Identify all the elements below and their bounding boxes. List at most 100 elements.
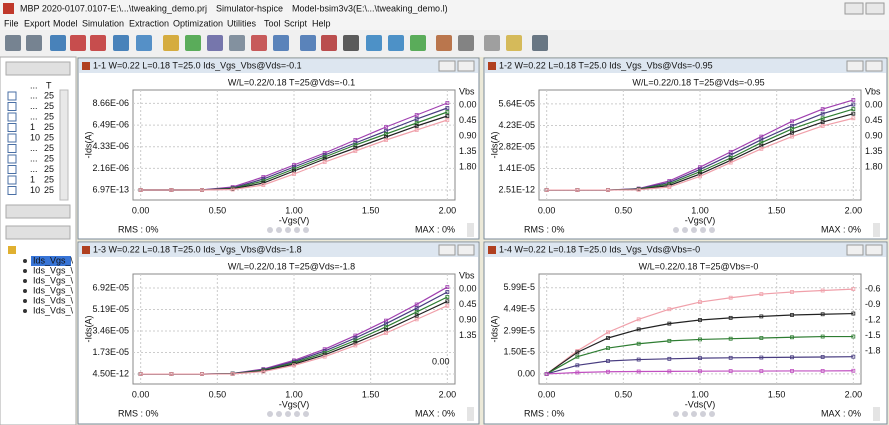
toolbar-button[interactable] bbox=[366, 35, 382, 51]
minimize-button[interactable] bbox=[438, 60, 456, 72]
toolbar-button[interactable] bbox=[410, 35, 426, 51]
tree-item[interactable]: Ids_Vgs_\ bbox=[33, 285, 74, 295]
toolbar-button[interactable] bbox=[50, 35, 66, 51]
data-point bbox=[353, 333, 358, 338]
toolbar-button[interactable] bbox=[113, 35, 129, 51]
scroll-button[interactable] bbox=[873, 407, 880, 421]
nav-button[interactable] bbox=[691, 411, 697, 417]
scroll-button[interactable] bbox=[467, 223, 474, 237]
restore-button[interactable] bbox=[457, 60, 475, 72]
toolbar-button[interactable] bbox=[273, 35, 289, 51]
restore-button[interactable] bbox=[865, 244, 883, 256]
nav-button[interactable] bbox=[682, 227, 688, 233]
row-checkbox[interactable] bbox=[7, 133, 17, 143]
toolbar-button[interactable] bbox=[5, 35, 21, 51]
restore-button[interactable] bbox=[865, 60, 883, 72]
menu-item[interactable]: Optimization bbox=[173, 18, 223, 28]
menu-item[interactable]: Script bbox=[284, 18, 308, 28]
toolbar-button[interactable] bbox=[229, 35, 245, 51]
data-point bbox=[575, 354, 580, 359]
plot-subtitle: W/L=0.22/0.18 T=25@Vds=-0.1 bbox=[228, 77, 355, 87]
minimize-button[interactable] bbox=[846, 244, 864, 256]
minimize-button[interactable] bbox=[846, 60, 864, 72]
tree-item[interactable]: Ids_Vgs_\ bbox=[33, 275, 74, 285]
nav-button[interactable] bbox=[285, 227, 291, 233]
restore-button[interactable] bbox=[865, 2, 885, 15]
menu-item[interactable]: Model bbox=[53, 18, 78, 28]
row-checkbox[interactable] bbox=[7, 123, 17, 132]
menu-item[interactable]: Export bbox=[24, 18, 51, 28]
nav-button[interactable] bbox=[276, 227, 282, 233]
row-checkbox[interactable] bbox=[7, 112, 17, 122]
data-point bbox=[820, 355, 825, 359]
menu-item[interactable]: File bbox=[4, 18, 19, 28]
nav-button[interactable] bbox=[682, 411, 688, 417]
tree-item[interactable]: Ids_Vgs_\ bbox=[33, 255, 74, 265]
toolbar-button[interactable] bbox=[251, 35, 267, 51]
minimize-button[interactable] bbox=[438, 244, 456, 256]
nav-button[interactable] bbox=[294, 227, 300, 233]
menu-item[interactable]: Extraction bbox=[129, 18, 169, 28]
toolbar-button[interactable] bbox=[321, 35, 337, 51]
toolbar-button[interactable] bbox=[343, 35, 359, 51]
menu-item[interactable]: Simulation bbox=[82, 18, 124, 28]
toolbar-button[interactable] bbox=[484, 35, 500, 51]
nav-button[interactable] bbox=[700, 411, 706, 417]
scroll-button[interactable] bbox=[467, 407, 474, 421]
nav-button[interactable] bbox=[673, 411, 679, 417]
nav-button[interactable] bbox=[267, 411, 273, 417]
nav-button[interactable] bbox=[276, 411, 282, 417]
toolbar-button[interactable] bbox=[90, 35, 106, 51]
legend-entry: 0.45 bbox=[459, 299, 477, 309]
row-checkbox[interactable] bbox=[7, 91, 17, 101]
data-point bbox=[851, 354, 856, 359]
toolbar-button[interactable] bbox=[70, 35, 86, 51]
toolbar-button[interactable] bbox=[436, 35, 452, 51]
tree-item[interactable]: Ids_Vds_\ bbox=[33, 305, 74, 315]
scroll-button[interactable] bbox=[873, 223, 880, 237]
nav-button[interactable] bbox=[673, 227, 679, 233]
nav-button[interactable] bbox=[294, 411, 300, 417]
toolbar-button[interactable] bbox=[506, 35, 522, 51]
toolbar-button[interactable] bbox=[532, 35, 548, 51]
toolbar-button[interactable] bbox=[458, 35, 474, 51]
menu-item[interactable]: Tool bbox=[264, 18, 281, 28]
row-cell: 25 bbox=[44, 174, 54, 184]
legend-entry: 0.45 bbox=[865, 115, 883, 125]
nav-button[interactable] bbox=[267, 227, 273, 233]
toolbar-button[interactable] bbox=[388, 35, 404, 51]
row-checkbox[interactable] bbox=[7, 154, 17, 164]
nav-button[interactable] bbox=[709, 227, 715, 233]
row-checkbox[interactable] bbox=[7, 144, 17, 153]
x-tick-label: 1.00 bbox=[691, 389, 709, 399]
tree-item[interactable]: Ids_Vgs_\ bbox=[33, 265, 74, 275]
menu-item[interactable]: Help bbox=[312, 18, 331, 28]
row-checkbox[interactable] bbox=[7, 102, 17, 111]
tree-item[interactable]: Ids_Vds_\ bbox=[33, 295, 74, 305]
toolbar-button[interactable] bbox=[300, 35, 316, 51]
toolbar-button[interactable] bbox=[185, 35, 201, 51]
restore-button[interactable] bbox=[457, 244, 475, 256]
nav-button[interactable] bbox=[285, 411, 291, 417]
nav-button[interactable] bbox=[709, 411, 715, 417]
nav-button[interactable] bbox=[700, 227, 706, 233]
row-checkbox[interactable] bbox=[7, 165, 17, 174]
y-tick-label: 6.49E-06 bbox=[92, 119, 129, 129]
menu-item[interactable]: Utilities bbox=[227, 18, 257, 28]
panel-toolbar bbox=[5, 61, 71, 76]
toolbar-button[interactable] bbox=[207, 35, 223, 51]
series-line bbox=[546, 288, 854, 375]
data-point bbox=[169, 372, 174, 376]
minimize-button[interactable] bbox=[844, 2, 864, 15]
toolbar-button[interactable] bbox=[136, 35, 152, 51]
toolbar-button[interactable] bbox=[26, 35, 42, 51]
data-point bbox=[698, 165, 702, 170]
row-checkbox[interactable] bbox=[7, 186, 17, 195]
nav-button[interactable] bbox=[303, 411, 309, 417]
data-point bbox=[728, 160, 733, 165]
row-checkbox[interactable] bbox=[7, 175, 17, 185]
data-point bbox=[414, 317, 419, 322]
nav-button[interactable] bbox=[691, 227, 697, 233]
toolbar-button[interactable] bbox=[163, 35, 179, 51]
nav-button[interactable] bbox=[303, 227, 309, 233]
